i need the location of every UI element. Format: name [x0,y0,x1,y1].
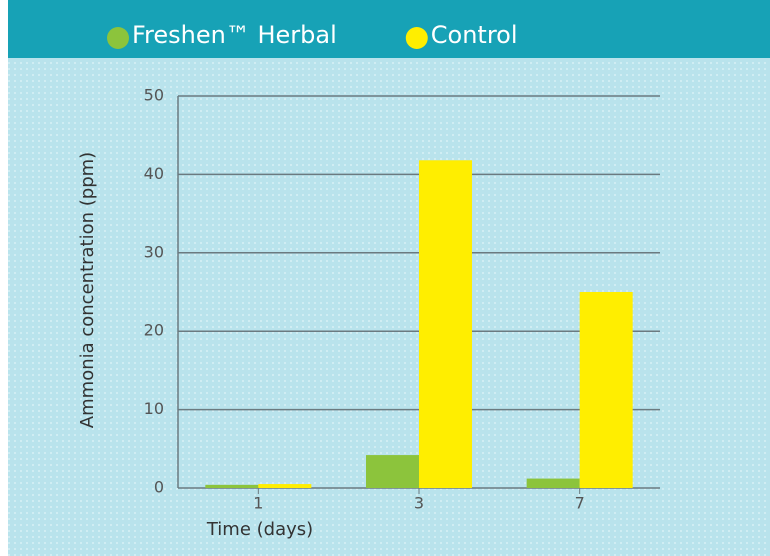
bar [205,484,259,488]
y-tick-label: 20 [144,321,164,340]
legend-label: Control [431,21,518,49]
y-tick-label: 30 [144,242,164,261]
bar [258,484,312,488]
bar [366,455,419,488]
x-tick-label: 1 [253,494,263,513]
x-tick-label: 3 [414,494,424,513]
y-tick-label: 10 [144,399,164,418]
x-tick-label: 7 [575,494,585,513]
x-axis-label: Time (days) [206,519,313,540]
legend-bar [8,0,770,58]
y-tick-label: 40 [144,164,164,183]
legend-label: Freshen™ Herbal [132,21,337,49]
y-tick-label: 0 [154,478,164,497]
y-tick-label: 50 [144,86,164,105]
bar [579,292,633,488]
legend-swatch [405,27,428,49]
bar [526,478,580,488]
bar [419,160,472,488]
legend-swatch [107,27,129,49]
y-axis-label: Ammonia concentration (ppm) [77,152,98,428]
